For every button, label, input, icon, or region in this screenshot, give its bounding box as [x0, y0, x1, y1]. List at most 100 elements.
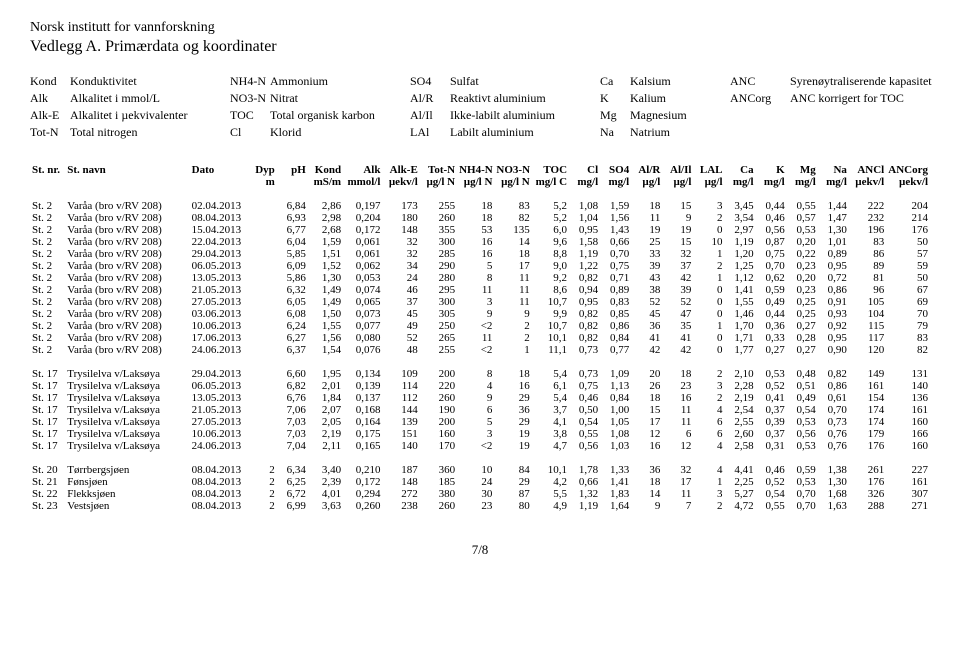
table-cell: [250, 212, 277, 224]
col-header: TOC: [532, 164, 569, 176]
table-cell: 5,4: [532, 392, 569, 404]
col-header: pH: [277, 164, 308, 176]
table-cell: 0,50: [569, 404, 600, 416]
table-cell: 52: [631, 296, 662, 308]
table-cell: 6,08: [277, 308, 308, 320]
table-cell: 0,175: [343, 428, 382, 440]
table-cell: 0,70: [756, 260, 787, 272]
legend-cell: Kalsium: [630, 74, 730, 89]
table-cell: 6,09: [277, 260, 308, 272]
table-cell: <2: [457, 344, 494, 362]
table-cell: 2,25: [725, 476, 756, 488]
table-cell: 1,54: [308, 344, 343, 362]
col-header: Mg: [787, 164, 818, 176]
col-unit: µekv/l: [849, 176, 886, 194]
table-cell: [250, 332, 277, 344]
table-cell: 2,19: [308, 428, 343, 440]
table-cell: 11: [662, 416, 693, 428]
table-cell: 265: [420, 332, 457, 344]
table-cell: 2,86: [308, 194, 343, 212]
table-cell: 24.06.2013: [190, 344, 250, 362]
table-cell: 6,99: [277, 500, 308, 512]
table-cell: 0,46: [756, 458, 787, 476]
table-cell: 0,75: [569, 380, 600, 392]
table-row: St. 17Trysilelva v/Laksøya10.06.20137,03…: [30, 428, 930, 440]
table-cell: 6,05: [277, 296, 308, 308]
table-cell: 2,39: [308, 476, 343, 488]
legend-cell: Kalium: [630, 91, 730, 106]
table-cell: 174: [849, 416, 886, 428]
table-cell: 24: [457, 476, 494, 488]
table-cell: 10,7: [532, 320, 569, 332]
table-cell: 2: [250, 458, 277, 476]
legend-cell: Ammonium: [270, 74, 410, 89]
table-cell: 0,20: [787, 236, 818, 248]
table-cell: St. 17: [30, 416, 65, 428]
table-cell: 10,1: [532, 458, 569, 476]
table-cell: 180: [382, 212, 419, 224]
table-cell: 300: [420, 236, 457, 248]
col-header: SO4: [600, 164, 631, 176]
table-row: St. 2Varåa (bro v/RV 208)17.06.20136,271…: [30, 332, 930, 344]
legend-cell: NH4-N: [230, 74, 270, 89]
table-cell: St. 20: [30, 458, 65, 476]
table-cell: 222: [849, 194, 886, 212]
col-unit: µg/l: [693, 176, 724, 194]
table-cell: 0,053: [343, 272, 382, 284]
table-cell: 2,19: [725, 392, 756, 404]
table-cell: 9: [662, 212, 693, 224]
table-cell: 4: [693, 440, 724, 458]
table-cell: [250, 320, 277, 332]
table-cell: 1,38: [818, 458, 849, 476]
legend-cell: LAl: [410, 125, 450, 140]
table-cell: 35: [662, 320, 693, 332]
table-cell: 11: [494, 272, 531, 284]
table-cell: 4,9: [532, 500, 569, 512]
legend-cell: Klorid: [270, 125, 410, 140]
table-cell: 3: [693, 380, 724, 392]
table-cell: 42: [662, 344, 693, 362]
col-header: Ca: [725, 164, 756, 176]
legend-cell: Al/R: [410, 91, 450, 106]
legend-cell: Ca: [600, 74, 630, 89]
page-number: 7/8: [30, 542, 930, 558]
legend-cell: [730, 108, 790, 123]
table-cell: 1,52: [308, 260, 343, 272]
table-cell: 0,53: [787, 224, 818, 236]
col-header: St. navn: [65, 164, 189, 176]
table-cell: 19: [631, 224, 662, 236]
table-cell: 285: [420, 248, 457, 260]
table-cell: [250, 440, 277, 458]
table-cell: 2,10: [725, 362, 756, 380]
table-cell: St. 2: [30, 236, 65, 248]
col-unit: µg/l: [631, 176, 662, 194]
table-cell: 36: [631, 320, 662, 332]
table-cell: 19: [494, 428, 531, 440]
table-cell: 27.05.2013: [190, 296, 250, 308]
col-header: Alk: [343, 164, 382, 176]
table-cell: 0,95: [569, 224, 600, 236]
table-cell: 151: [382, 428, 419, 440]
table-cell: 260: [420, 500, 457, 512]
table-cell: 0,75: [600, 260, 631, 272]
table-cell: 290: [420, 260, 457, 272]
table-cell: 17: [662, 476, 693, 488]
table-cell: 0,28: [787, 332, 818, 344]
table-cell: 10: [693, 236, 724, 248]
table-cell: 0,70: [600, 248, 631, 260]
table-cell: 135: [494, 224, 531, 236]
table-cell: 33: [631, 248, 662, 260]
table-cell: 15: [631, 404, 662, 416]
legend-cell: Al/Il: [410, 108, 450, 123]
table-cell: 185: [420, 476, 457, 488]
col-unit: µg/l N: [420, 176, 457, 194]
table-cell: Fønsjøen: [65, 476, 189, 488]
table-cell: 0,294: [343, 488, 382, 500]
table-cell: St. 17: [30, 362, 65, 380]
table-cell: 250: [420, 320, 457, 332]
table-cell: 190: [420, 404, 457, 416]
table-cell: 1,59: [308, 236, 343, 248]
col-unit: µg/l N: [457, 176, 494, 194]
table-cell: St. 17: [30, 380, 65, 392]
table-cell: 0,82: [569, 308, 600, 320]
